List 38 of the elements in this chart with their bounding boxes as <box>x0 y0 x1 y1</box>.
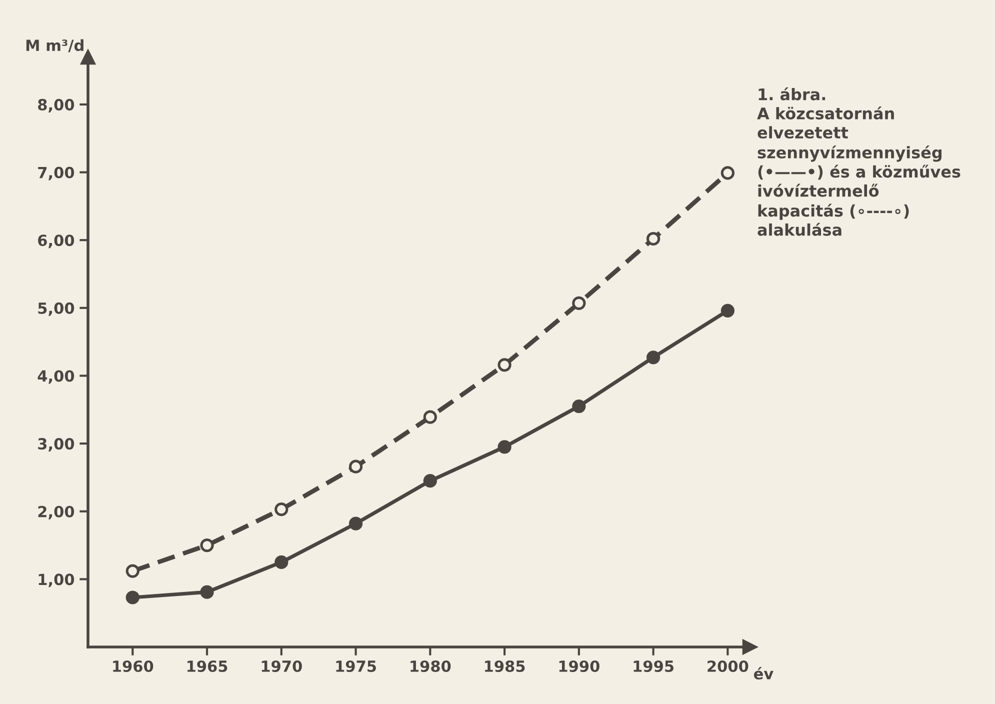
point <box>720 304 734 318</box>
y-axis-title: M m³/d <box>26 39 84 52</box>
x-tick-label: 1985 <box>485 660 525 672</box>
point <box>572 296 586 310</box>
y-tick-label: 4,00 <box>38 370 74 384</box>
point <box>200 538 214 552</box>
x-tick-label: 1960 <box>113 660 154 672</box>
y-tick-label: 2,00 <box>38 506 74 520</box>
y-tick-label: 7,00 <box>38 166 74 180</box>
point <box>498 358 512 372</box>
point <box>498 440 512 454</box>
point <box>200 585 214 599</box>
x-tick-label: 1990 <box>559 660 600 672</box>
point <box>274 555 288 570</box>
point <box>720 166 734 180</box>
x-tick-label: 1975 <box>336 660 376 672</box>
x-tick-label: 1970 <box>262 660 302 672</box>
y-tick-label: 1,00 <box>38 574 74 588</box>
point <box>646 350 660 364</box>
x-tick-label: 1980 <box>410 660 451 672</box>
point <box>423 410 437 424</box>
point <box>572 399 586 414</box>
point <box>274 502 288 516</box>
point <box>126 564 140 578</box>
point <box>423 474 437 488</box>
x-tick-label: 1965 <box>187 660 228 672</box>
y-tick-label: 6,00 <box>38 234 74 248</box>
point <box>348 460 363 474</box>
x-axis-title: év <box>754 667 774 680</box>
point <box>646 232 660 246</box>
y-tick-label: 5,00 <box>38 302 74 316</box>
text: 1. ábra. A közcsatornán elvezetett szennyvízmennyiség (•——•) és a közműves ivóvíztermelő kapacitás (∘----∘) alakulása <box>757 87 960 236</box>
x-tick-label: 2000 <box>708 660 748 672</box>
x-tick-label: 1995 <box>634 660 674 672</box>
y-tick-label: 8,00 <box>38 98 74 112</box>
point <box>348 516 363 530</box>
point <box>126 590 140 604</box>
y-tick-label: 3,00 <box>38 438 74 452</box>
